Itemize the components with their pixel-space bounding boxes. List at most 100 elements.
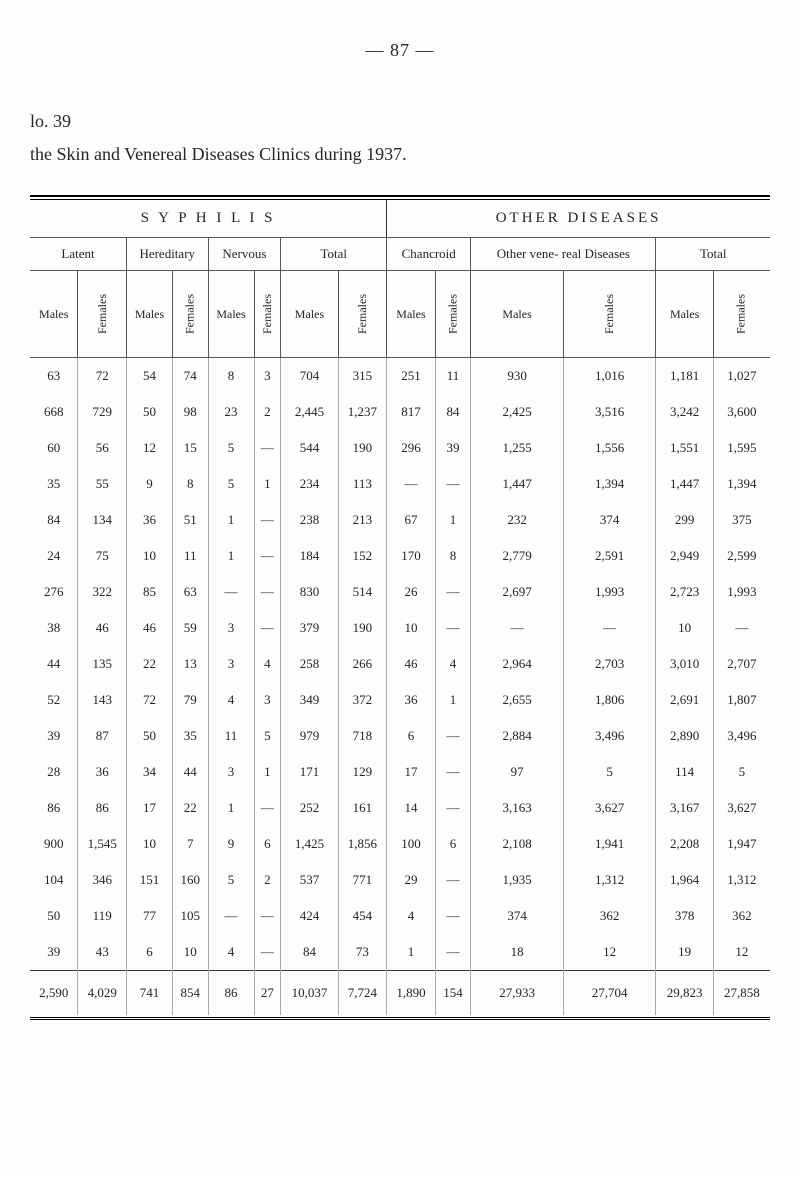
subtitle: the Skin and Venereal Diseases Clinics d… <box>30 144 770 165</box>
cell: 143 <box>78 682 127 718</box>
cell: 514 <box>338 574 387 610</box>
cell: 152 <box>338 538 387 574</box>
table-row: 247510111—18415217082,7792,5912,9492,599 <box>30 538 770 574</box>
total-cell: 29,823 <box>656 971 713 1016</box>
cell: 4 <box>208 934 254 971</box>
cell: 362 <box>563 898 656 934</box>
header-other-diseases: OTHER DISEASES <box>387 200 770 238</box>
table-row: 441352213342582664642,9642,7033,0102,707 <box>30 646 770 682</box>
cell: 1 <box>208 502 254 538</box>
cell: 1,016 <box>563 358 656 395</box>
cell: 276 <box>30 574 78 610</box>
top-header-row: S Y P H I L I S OTHER DISEASES <box>30 200 770 238</box>
page-number: — 87 — <box>30 40 770 61</box>
cell: 5 <box>208 466 254 502</box>
cell: — <box>254 538 281 574</box>
cell: 87 <box>78 718 127 754</box>
cell: 60 <box>30 430 78 466</box>
cell: 79 <box>172 682 208 718</box>
cell: 2,445 <box>281 394 338 430</box>
cell: 63 <box>30 358 78 395</box>
cell: 1,447 <box>471 466 564 502</box>
cell: 2,723 <box>656 574 713 610</box>
cell: 34 <box>126 754 172 790</box>
cell: 8 <box>208 358 254 395</box>
col-females: Females <box>172 271 208 358</box>
cell: 2,949 <box>656 538 713 574</box>
cell: 3 <box>208 610 254 646</box>
table-row: 5011977105——4244544—374362378362 <box>30 898 770 934</box>
cell: 1,993 <box>563 574 656 610</box>
cell: 44 <box>30 646 78 682</box>
table-row: 1043461511605253777129—1,9351,3121,9641,… <box>30 862 770 898</box>
cell: 72 <box>126 682 172 718</box>
cell: — <box>254 574 281 610</box>
cell: 24 <box>30 538 78 574</box>
cell: 74 <box>172 358 208 395</box>
cell: 3,163 <box>471 790 564 826</box>
cell: 18 <box>471 934 564 971</box>
cell: 151 <box>126 862 172 898</box>
cell: 1,556 <box>563 430 656 466</box>
cell: 39 <box>30 934 78 971</box>
total-cell: 2,590 <box>30 971 78 1016</box>
total-cell: 1,890 <box>387 971 436 1016</box>
cell: — <box>254 898 281 934</box>
cell: 1,312 <box>563 862 656 898</box>
cell: 129 <box>338 754 387 790</box>
cell: 119 <box>78 898 127 934</box>
cell: 2,707 <box>713 646 770 682</box>
cell: 54 <box>126 358 172 395</box>
cell: 17 <box>387 754 436 790</box>
cell: 375 <box>713 502 770 538</box>
total-cell: 27,933 <box>471 971 564 1016</box>
cell: 114 <box>656 754 713 790</box>
cell: — <box>435 898 471 934</box>
cell: 75 <box>78 538 127 574</box>
cell: — <box>435 934 471 971</box>
cell: 1,595 <box>713 430 770 466</box>
cell: 2 <box>254 862 281 898</box>
total-cell: 10,037 <box>281 971 338 1016</box>
cell: 1 <box>208 790 254 826</box>
cell: 36 <box>387 682 436 718</box>
cell: 17 <box>126 790 172 826</box>
cell: — <box>208 898 254 934</box>
group-total1: Total <box>281 238 387 271</box>
cell: 379 <box>281 610 338 646</box>
cell: — <box>254 934 281 971</box>
total-cell: 7,724 <box>338 971 387 1016</box>
cell: 1 <box>254 466 281 502</box>
cell: 213 <box>338 502 387 538</box>
cell: 9 <box>208 826 254 862</box>
cell: 23 <box>208 394 254 430</box>
cell: 1,394 <box>563 466 656 502</box>
cell: 372 <box>338 682 387 718</box>
cell: — <box>435 466 471 502</box>
cell: 73 <box>338 934 387 971</box>
cell: 135 <box>78 646 127 682</box>
cell: 184 <box>281 538 338 574</box>
cell: 2,591 <box>563 538 656 574</box>
cell: 1,964 <box>656 862 713 898</box>
cell: 6 <box>387 718 436 754</box>
col-females: Females <box>563 271 656 358</box>
total-cell: 27,704 <box>563 971 656 1016</box>
cell: 1 <box>208 538 254 574</box>
cell: 11 <box>435 358 471 395</box>
cell: 668 <box>30 394 78 430</box>
cell: — <box>563 610 656 646</box>
cell: 10 <box>126 826 172 862</box>
cell: 6 <box>126 934 172 971</box>
cell: 4 <box>435 646 471 682</box>
group-header-row: Latent Hereditary Nervous Total Chancroi… <box>30 238 770 271</box>
cell: 537 <box>281 862 338 898</box>
cell: 98 <box>172 394 208 430</box>
col-males: Males <box>30 271 78 358</box>
table-row: 35559851234113——1,4471,3941,4471,394 <box>30 466 770 502</box>
table-row: 9001,545107961,4251,85610062,1081,9412,2… <box>30 826 770 862</box>
cell: 232 <box>471 502 564 538</box>
cell: 7 <box>172 826 208 862</box>
col-males: Males <box>126 271 172 358</box>
cell: 97 <box>471 754 564 790</box>
